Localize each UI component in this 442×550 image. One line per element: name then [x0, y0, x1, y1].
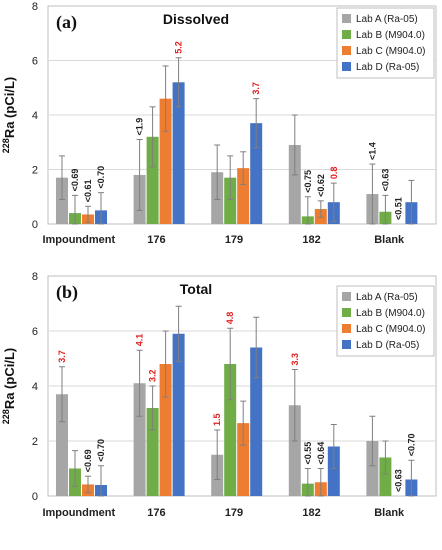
y-tick-label: 4 [32, 110, 38, 122]
data-label: 4.8 [225, 312, 235, 325]
legend-label: Lab A (Ra-05) [356, 292, 418, 303]
data-label: 3.7 [251, 82, 261, 95]
bar [172, 333, 185, 496]
data-label: <0.69 [70, 169, 80, 192]
data-label: <0.75 [303, 170, 313, 193]
legend-swatch [342, 14, 351, 23]
x-tick-label: 182 [302, 234, 320, 246]
legend-swatch [342, 292, 351, 301]
data-label: <0.70 [96, 166, 106, 189]
bar [327, 446, 340, 496]
data-label: <0.69 [83, 449, 93, 472]
x-tick-label: 179 [225, 507, 243, 519]
x-tick-label: Blank [374, 507, 405, 519]
y-axis-label: 228Ra (pCi/L) [1, 77, 17, 153]
data-label: 1.5 [212, 413, 222, 426]
legend-swatch [342, 324, 351, 333]
bar [379, 457, 392, 496]
data-label: 4.1 [135, 334, 145, 347]
data-label: 3.3 [290, 353, 300, 366]
bar [224, 364, 237, 496]
data-label: <0.63 [393, 469, 403, 492]
y-tick-label: 0 [32, 491, 38, 503]
bar [224, 177, 237, 224]
bar [56, 394, 68, 496]
bar [366, 441, 379, 496]
bar [159, 98, 172, 224]
bar [133, 383, 146, 496]
data-label: <0.70 [96, 439, 106, 462]
panel-label: (b) [56, 282, 78, 303]
data-label: <0.64 [316, 442, 326, 465]
x-tick-label: Impoundment [42, 234, 115, 246]
y-tick-label: 4 [32, 381, 38, 393]
y-tick-label: 2 [32, 165, 38, 177]
legend-swatch [342, 30, 351, 39]
bar [237, 423, 250, 496]
legend-label: Lab A (Ra-05) [356, 14, 418, 25]
legend-label: Lab C (M904.0) [356, 324, 425, 335]
bar [56, 177, 68, 224]
y-axis-label-main: Ra (pCi/L) [2, 77, 17, 138]
data-label: <0.70 [406, 433, 416, 456]
chart-title: Total [180, 281, 212, 297]
data-label: <1.9 [135, 118, 145, 136]
legend: Lab A (Ra-05) Lab B (M904.0) Lab C (M904.0… [336, 7, 435, 79]
legend-swatch [342, 62, 351, 71]
bar [250, 123, 263, 224]
bar [288, 144, 301, 224]
legend-swatch [342, 340, 351, 349]
legend-label: Lab D (Ra-05) [356, 340, 419, 351]
y-tick-label: 2 [32, 436, 38, 448]
bar [288, 405, 301, 496]
x-tick-label: Impoundment [42, 507, 115, 519]
y-tick-label: 6 [32, 56, 38, 68]
y-axis-label-main: Ra (pCi/L) [2, 348, 17, 409]
data-label: 3.2 [148, 369, 158, 382]
data-label: 0.8 [329, 167, 339, 180]
x-tick-label: 179 [225, 234, 243, 246]
legend-swatch [342, 46, 351, 55]
y-tick-label: 8 [32, 1, 38, 13]
y-tick-label: 6 [32, 326, 38, 338]
y-tick-label: 8 [32, 271, 38, 283]
x-tick-label: Blank [374, 234, 405, 246]
x-tick-label: 176 [147, 507, 165, 519]
y-axis-label-superscript: 228 [1, 409, 11, 424]
legend-box [336, 7, 435, 79]
data-label: <1.4 [367, 142, 377, 160]
data-label: 5.2 [174, 41, 184, 54]
bar [146, 136, 159, 224]
y-axis-label: 228Ra (pCi/L) [1, 348, 17, 424]
data-label: <0.62 [316, 174, 326, 197]
bar [172, 82, 185, 224]
legend-box [336, 285, 435, 357]
legend-label: Lab B (M904.0) [356, 30, 425, 41]
data-label: <0.51 [393, 197, 403, 220]
data-label: <0.63 [380, 169, 390, 192]
legend-swatch [342, 308, 351, 317]
data-label: <0.61 [83, 180, 93, 203]
legend-label: Lab D (Ra-05) [356, 62, 419, 73]
legend-label: Lab C (M904.0) [356, 46, 425, 57]
data-label: 3.7 [57, 350, 67, 363]
chart-panel-a: 0 2 4 6 8 228Ra (pCi/L) (a) Dissolved <0.69 <0.61… [1, 1, 437, 246]
data-label: <0.55 [303, 442, 313, 465]
bar [237, 168, 250, 224]
panel-label: (a) [56, 12, 77, 33]
y-tick-label: 0 [32, 219, 38, 231]
chart-title: Dissolved [163, 11, 229, 27]
bar [250, 347, 263, 496]
legend-label: Lab B (M904.0) [356, 308, 425, 319]
x-tick-label: 176 [147, 234, 165, 246]
x-tick-label: 182 [302, 507, 320, 519]
legend: Lab A (Ra-05) Lab B (M904.0) Lab C (M904.0… [336, 285, 435, 357]
y-axis-label-superscript: 228 [1, 138, 11, 153]
